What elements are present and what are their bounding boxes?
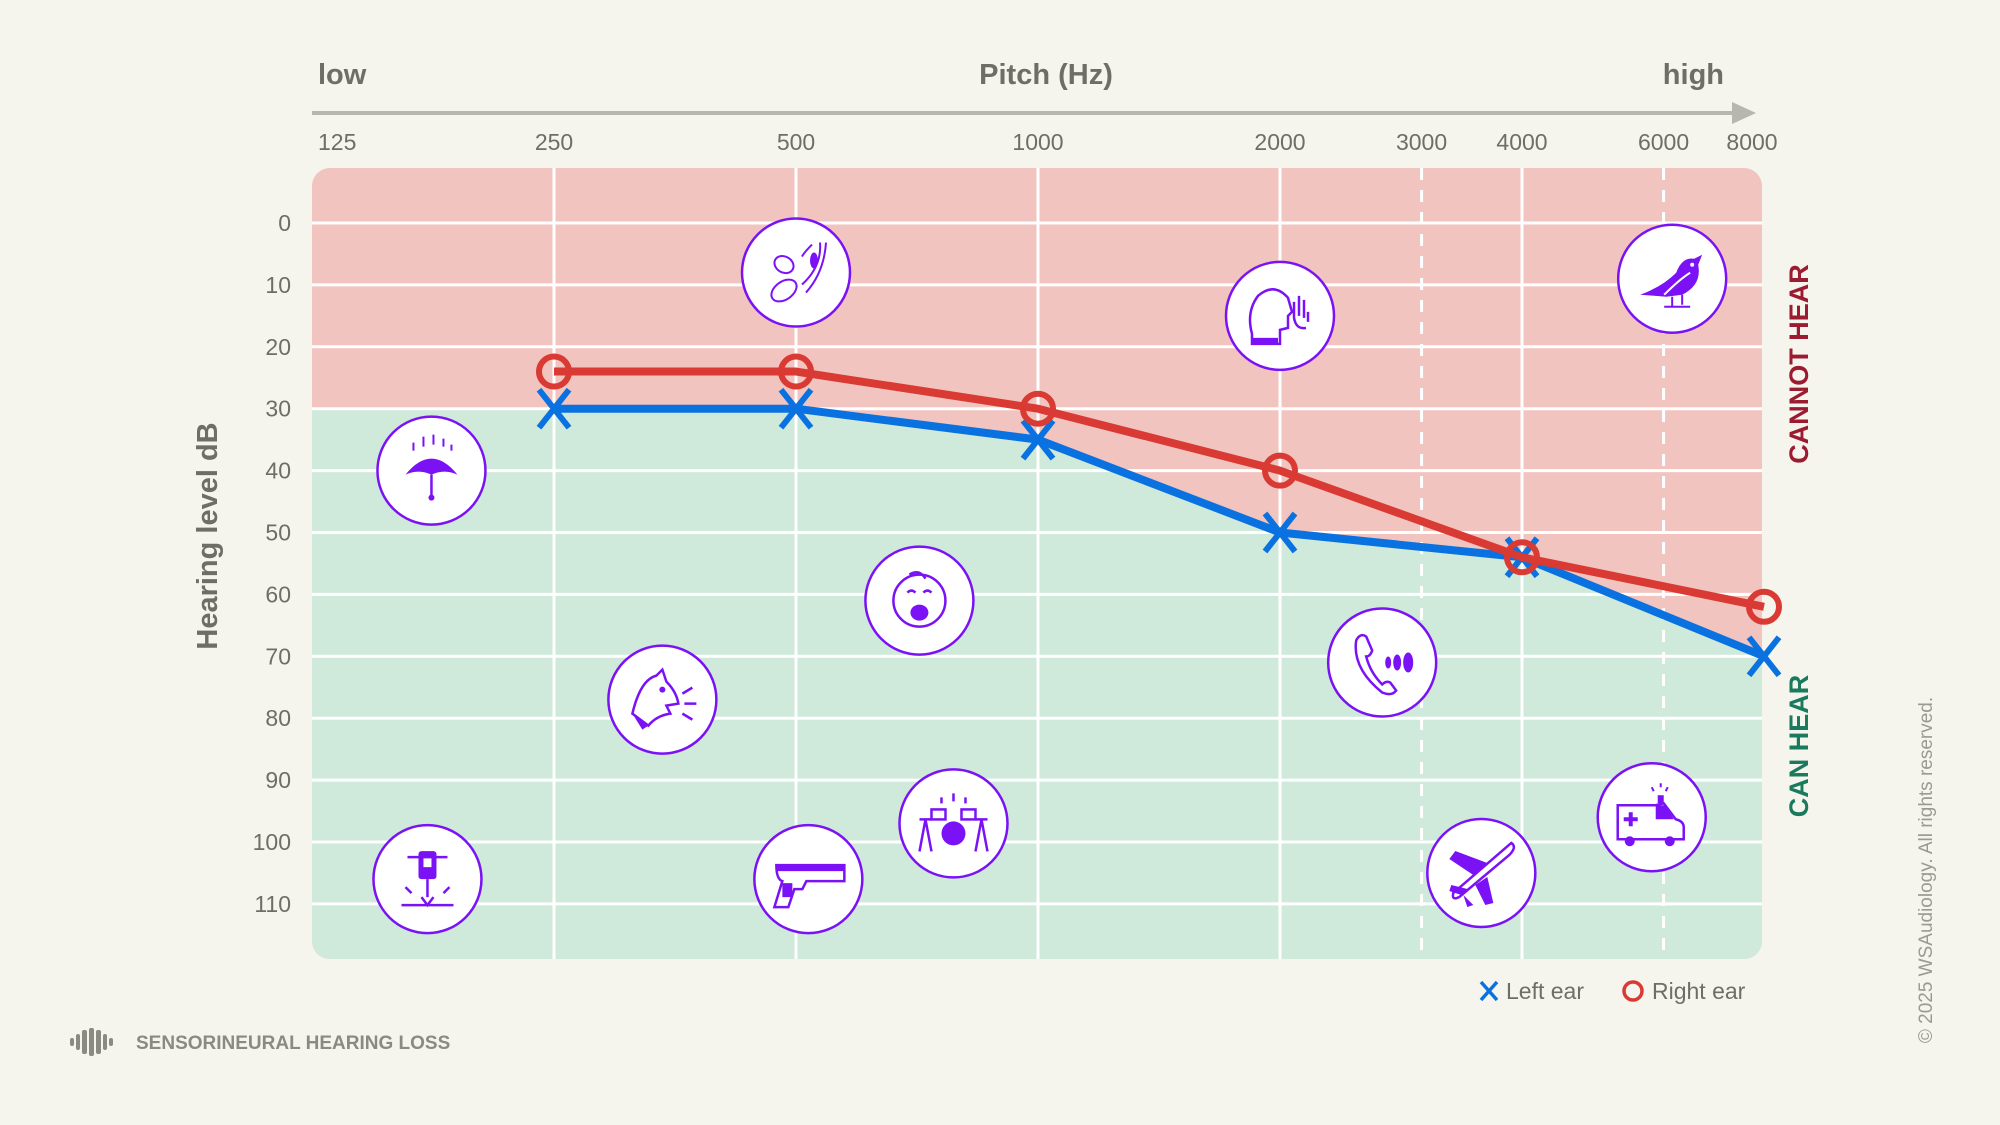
x-tick-label: 4000 — [1496, 129, 1547, 155]
whisper-person-icon — [1248, 288, 1310, 346]
bird-icon — [1640, 254, 1703, 308]
y-tick-label: 0 — [278, 210, 291, 236]
left-ear-point — [1262, 511, 1298, 554]
y-tick-label: 50 — [265, 520, 291, 546]
sound-example — [376, 415, 487, 526]
legend-right-ear: Right ear — [1622, 978, 1746, 1004]
right-ear-point — [1746, 588, 1782, 625]
y-tick-label: 80 — [265, 705, 291, 731]
x-marker-icon — [1479, 980, 1499, 1002]
low-label: low — [318, 59, 367, 91]
icon-circle — [753, 823, 864, 935]
y-tick-label: 60 — [265, 581, 291, 607]
legend-label: Right ear — [1652, 978, 1746, 1004]
x-tick-label: 8000 — [1726, 129, 1777, 155]
sound-examples — [372, 217, 1728, 935]
y-tick-label: 90 — [265, 767, 291, 793]
sound-example — [740, 217, 852, 328]
y-tick-label: 40 — [265, 458, 291, 484]
y-tick-label: 20 — [265, 334, 291, 360]
legend-label: Left ear — [1506, 978, 1584, 1004]
sound-example — [898, 768, 1009, 879]
sound-example — [1596, 761, 1707, 873]
y-tick-label: 30 — [265, 396, 291, 422]
y-tick-label: 100 — [253, 829, 291, 855]
o-marker-icon — [1622, 980, 1644, 1002]
sound-example — [372, 823, 483, 935]
sound-example — [753, 823, 864, 935]
copyright: © 2025 WSAudiology. All rights reserved. — [1916, 697, 1937, 1043]
barking-dog-icon — [630, 667, 697, 730]
x-tick-label: 500 — [777, 129, 815, 155]
rain-umbrella-icon — [405, 434, 458, 501]
pitch-arrow-head — [1732, 102, 1756, 124]
x-axis-title: Pitch (Hz) — [979, 59, 1113, 91]
x-tick-label: 1000 — [1012, 129, 1063, 155]
icon-circle — [740, 217, 852, 328]
right-ear-point — [536, 353, 572, 390]
x-tick-label: 250 — [535, 129, 573, 155]
sound-example — [1326, 607, 1438, 718]
y-tick-labels: 0 10 20 30 40 50 60 70 80 90 100 110 — [253, 210, 291, 917]
x-tick-label: 6000 — [1638, 129, 1689, 155]
pitch-header: low Pitch (Hz) high — [312, 59, 1756, 124]
airplane-icon — [1449, 841, 1516, 907]
drums-icon — [918, 793, 989, 852]
left-ear-point — [778, 387, 814, 430]
x-tick-label: 3000 — [1396, 129, 1447, 155]
ambulance-icon — [1616, 783, 1685, 847]
x-tick-labels: 125 250 500 1000 2000 3000 4000 6000 8000 — [318, 129, 1778, 155]
sound-example — [1224, 260, 1336, 372]
right-ear-point — [1504, 539, 1540, 576]
x-tick-label: 125 — [318, 129, 356, 155]
right-ear-point — [1020, 390, 1056, 427]
left-ear-point — [536, 387, 572, 430]
crying-baby-icon — [892, 571, 947, 628]
sound-example — [1616, 223, 1728, 334]
series — [536, 353, 1782, 678]
icon-circle — [1596, 761, 1707, 873]
sound-example — [864, 545, 975, 656]
icon-circle — [1326, 607, 1438, 718]
left-ear-line — [554, 404, 1766, 661]
footer: SENSORINEURAL HEARING LOSS — [70, 1028, 450, 1056]
soundwave-icon — [70, 1028, 113, 1056]
x-tick-label: 2000 — [1254, 129, 1305, 155]
cannot-hear-label: CANNOT HEAR — [1784, 264, 1814, 464]
legend-left-ear: Left ear — [1479, 978, 1584, 1004]
y-tick-label: 110 — [254, 891, 291, 917]
left-ear-point — [1020, 418, 1056, 461]
high-label: high — [1663, 59, 1724, 91]
can-hear-label: CAN HEAR — [1784, 675, 1814, 818]
footer-label: SENSORINEURAL HEARING LOSS — [136, 1033, 450, 1054]
icon-circle — [607, 644, 718, 755]
ringing-phone-icon — [1354, 633, 1414, 696]
gun-icon — [772, 863, 846, 909]
jackhammer-icon — [401, 851, 454, 908]
sound-example — [1426, 817, 1537, 929]
icon-circle — [864, 545, 975, 656]
right-ear-line — [554, 367, 1765, 611]
y-tick-label: 70 — [265, 643, 291, 669]
y-tick-label: 10 — [265, 272, 291, 298]
left-ear-point — [1746, 635, 1782, 678]
sound-example — [607, 644, 718, 755]
rustling-leaves-icon — [770, 242, 827, 303]
legend: Left ear Right ear — [1479, 978, 1746, 1004]
icon-circle — [1224, 260, 1336, 372]
right-ear-point — [1262, 452, 1298, 489]
right-ear-point — [778, 353, 814, 390]
y-axis-title: Hearing level dB — [192, 422, 224, 649]
